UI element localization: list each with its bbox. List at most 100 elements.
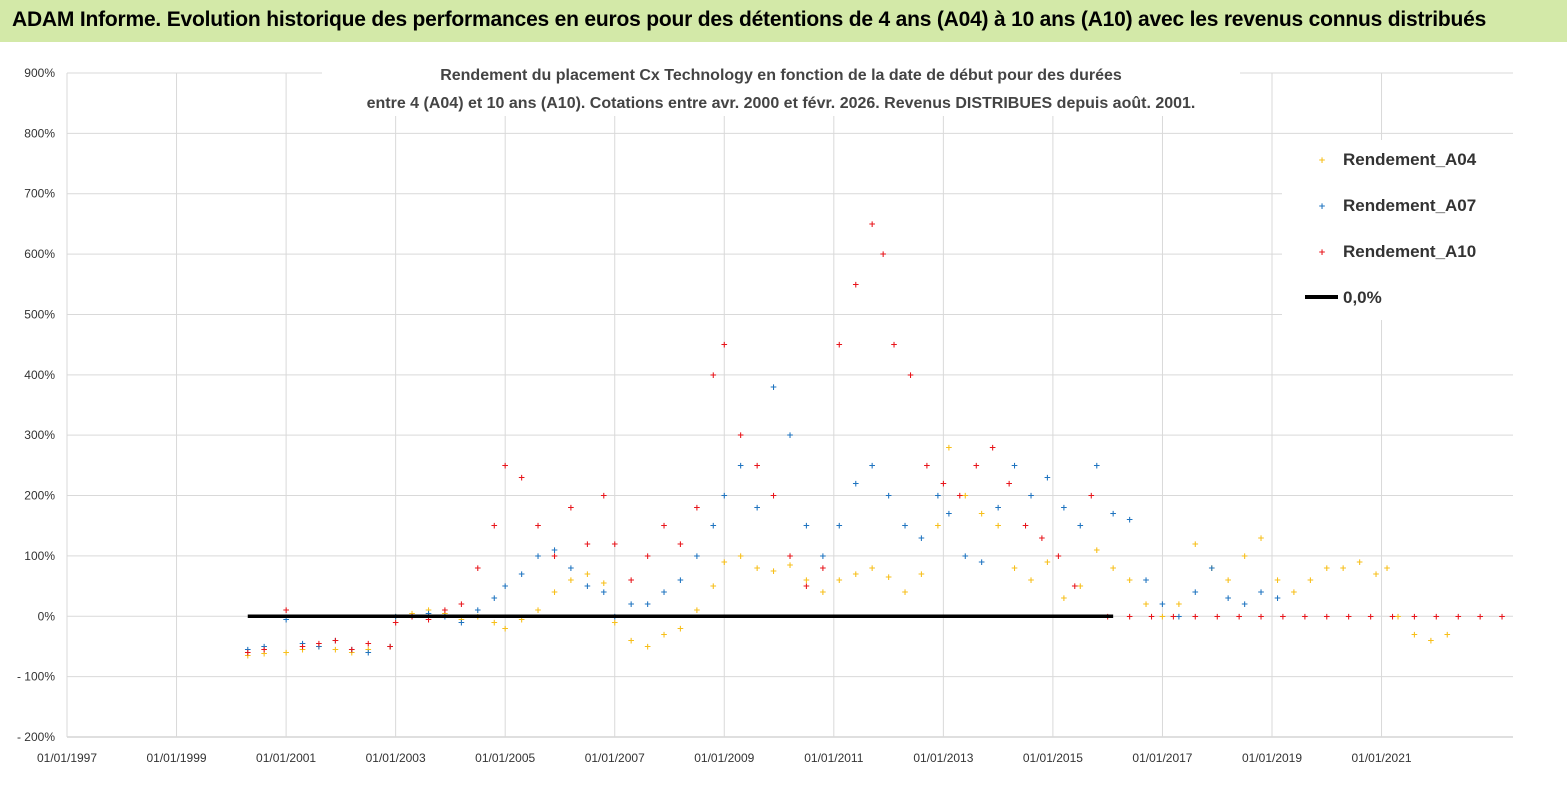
data-point: + <box>1213 612 1221 622</box>
data-point: + <box>348 645 356 655</box>
data-point: + <box>244 648 252 658</box>
data-point: + <box>1427 636 1435 646</box>
legend-label: Rendement_A04 <box>1343 150 1477 169</box>
data-point: + <box>677 576 685 586</box>
data-point: + <box>600 579 608 589</box>
data-point: + <box>518 473 526 483</box>
data-point: + <box>1208 564 1216 574</box>
data-point: + <box>1339 564 1347 574</box>
data-point: + <box>425 615 433 625</box>
data-point: + <box>518 615 526 625</box>
data-point: + <box>1323 612 1331 622</box>
data-point: + <box>1027 492 1035 502</box>
data-point: + <box>961 492 969 502</box>
data-point: + <box>978 510 986 520</box>
data-point: + <box>677 540 685 550</box>
legend-marker: + <box>1318 202 1326 212</box>
data-point: + <box>584 582 592 592</box>
page-title: ADAM Informe. Evolution historique des p… <box>12 8 1487 31</box>
legend: + Rendement_A04 + Rendement_A07 + Rendement_A… <box>1282 140 1514 320</box>
y-tick-label: 100% <box>24 549 55 563</box>
data-point: + <box>534 606 542 616</box>
data-point: + <box>1389 612 1397 622</box>
x-tick-label: 01/01/2015 <box>1023 751 1083 765</box>
series-Rendement_A10: + + + + + + + + + + + + + + + + + + + + + + + + + + + + + + + + + + + + + + + +… <box>244 220 1506 659</box>
data-point: + <box>364 639 372 649</box>
data-point: + <box>693 552 701 562</box>
data-point: + <box>940 479 948 489</box>
data-point: + <box>1301 612 1309 622</box>
data-point: + <box>260 650 268 660</box>
data-point: + <box>1011 461 1019 471</box>
x-axis-tick-labels: 01/01/1997 01/01/1999 01/01/2001 01/01/2003… <box>37 751 1412 765</box>
legend-label: Rendement_A07 <box>1343 196 1476 215</box>
data-point: + <box>551 552 559 562</box>
data-point: + <box>386 642 394 652</box>
data-point: + <box>803 582 811 592</box>
chart: - 200% - 100% 0% 100% 200% 300% 400% 500% 600% 70… <box>0 42 1567 790</box>
data-point: + <box>1093 461 1101 471</box>
data-point: + <box>1027 576 1035 586</box>
data-point: + <box>660 630 668 640</box>
data-point: + <box>890 341 898 351</box>
data-point: + <box>1224 576 1232 586</box>
data-point: + <box>386 642 394 652</box>
data-point: + <box>534 522 542 532</box>
x-tick-label: 01/01/2013 <box>913 751 973 765</box>
data-point: + <box>677 624 685 634</box>
legend-marker: + <box>1318 248 1326 258</box>
data-point: + <box>660 522 668 532</box>
data-point: + <box>584 570 592 580</box>
x-tick-label: 01/01/2003 <box>366 751 426 765</box>
data-point: + <box>299 639 307 649</box>
data-point: + <box>458 618 466 628</box>
data-point: + <box>392 618 400 628</box>
data-point: + <box>720 341 728 351</box>
data-point: + <box>1175 600 1183 610</box>
data-point: + <box>918 534 926 544</box>
data-point: + <box>1077 582 1085 592</box>
data-point: + <box>1383 564 1391 574</box>
data-point: + <box>441 609 449 619</box>
data-point: + <box>567 564 575 574</box>
data-point: + <box>408 609 416 619</box>
data-point: + <box>753 461 761 471</box>
data-point: + <box>1454 612 1462 622</box>
data-point: + <box>474 564 482 574</box>
data-point: + <box>918 570 926 580</box>
data-point: + <box>567 576 575 586</box>
data-point: + <box>600 492 608 502</box>
data-point: + <box>425 606 433 616</box>
data-point: + <box>1345 612 1353 622</box>
data-point: + <box>770 492 778 502</box>
data-point: + <box>852 280 860 290</box>
data-point: + <box>644 642 652 652</box>
data-point: + <box>1192 612 1200 622</box>
data-point: + <box>737 461 745 471</box>
x-tick-label: 01/01/2009 <box>694 751 754 765</box>
data-point: + <box>1087 492 1095 502</box>
data-point: + <box>644 600 652 610</box>
data-point: + <box>348 648 356 658</box>
data-point: + <box>923 461 931 471</box>
data-point: + <box>885 573 893 583</box>
data-point: + <box>1257 534 1265 544</box>
data-point: + <box>1235 612 1243 622</box>
data-point: + <box>1241 600 1249 610</box>
x-tick-label: 01/01/2001 <box>256 751 316 765</box>
data-point: + <box>885 492 893 502</box>
y-tick-label: 0% <box>38 609 56 623</box>
data-point: + <box>315 642 323 652</box>
data-point: + <box>1175 612 1183 622</box>
legend-label: Rendement_A10 <box>1343 242 1476 261</box>
data-point: + <box>786 552 794 562</box>
data-point: + <box>1055 552 1063 562</box>
data-point: + <box>945 510 953 520</box>
data-point: + <box>1411 612 1419 622</box>
data-point: + <box>972 461 980 471</box>
data-point: + <box>364 648 372 658</box>
data-point: + <box>693 606 701 616</box>
data-point: + <box>934 492 942 502</box>
data-point: + <box>803 576 811 586</box>
data-point: + <box>1274 576 1282 586</box>
